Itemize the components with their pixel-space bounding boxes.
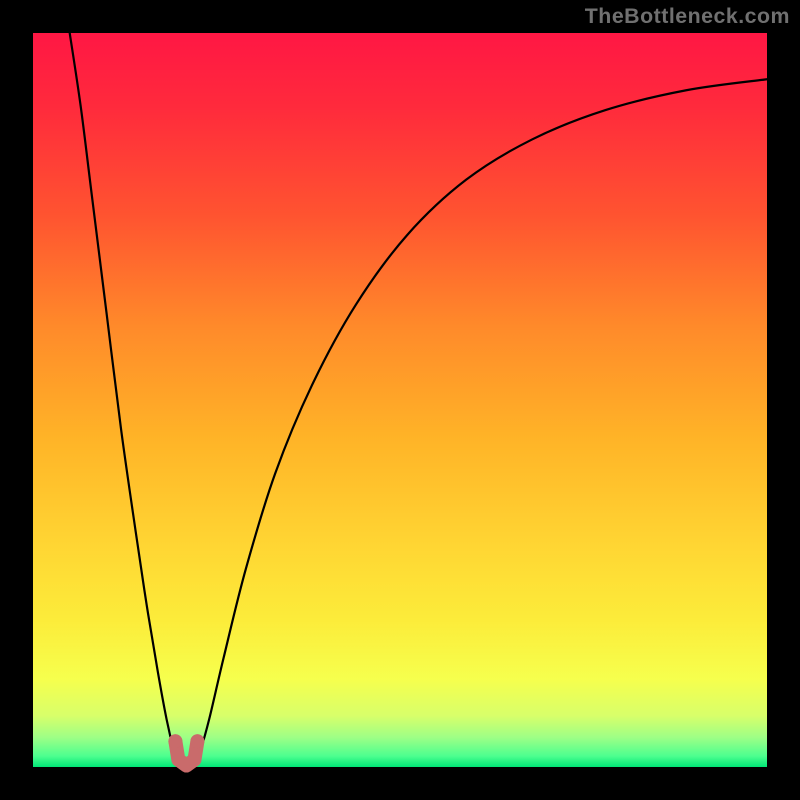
watermark-text: TheBottleneck.com [585,4,790,29]
gradient-background [33,33,767,767]
chart-frame: TheBottleneck.com [0,0,800,800]
plot-area [33,33,767,767]
curve-layer [33,33,767,767]
